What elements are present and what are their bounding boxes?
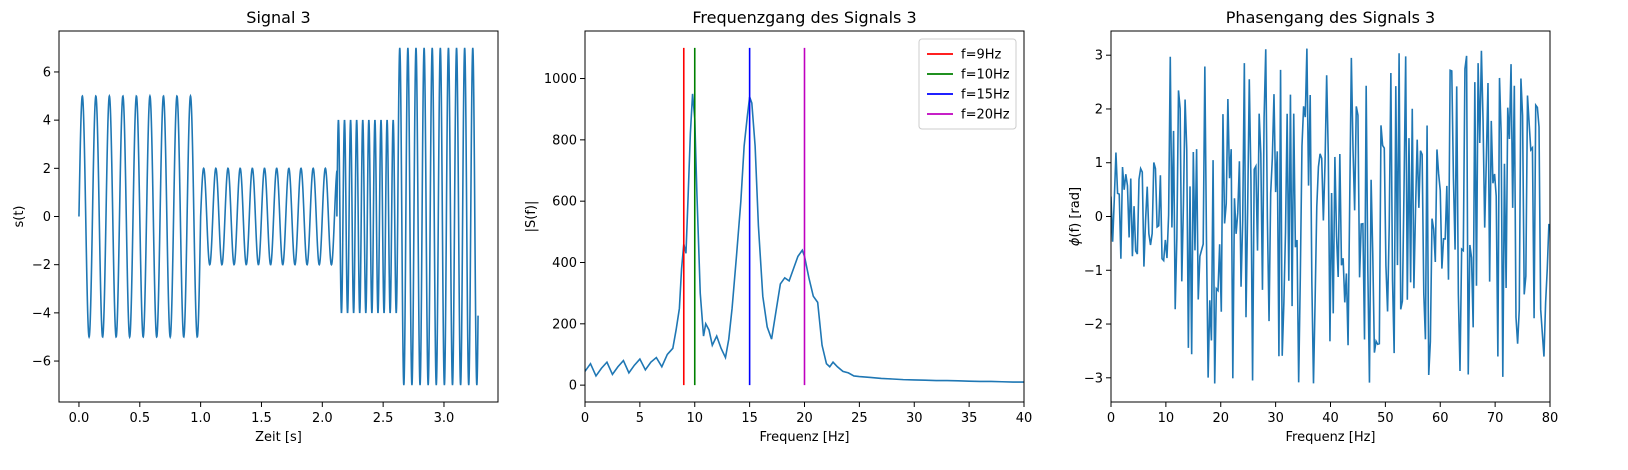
chart-2: 0 5 10 15 20 25 30 35 4002004006008001000Frequen… [524, 8, 1032, 445]
y-tick-label: 800 [552, 133, 577, 148]
legend-entry: f=9Hz [961, 48, 1002, 63]
y-tick-label: −2 [1084, 318, 1103, 333]
x-tick-label: 0 [581, 411, 589, 426]
x-axis-label: Frequenz [Hz] [759, 430, 849, 445]
x-tick-label: 5 [636, 411, 644, 426]
y-tick-label: −1 [1084, 264, 1103, 279]
legend-box [918, 38, 1017, 130]
x-tick-label: 0.0 [69, 411, 90, 426]
x-tick-label: 20 [796, 411, 813, 426]
chart-title: Frequenzgang des Signals 3 [692, 8, 916, 27]
y-tick-label: 2 [1095, 102, 1103, 117]
chart-title: Phasengang des Signals 3 [1226, 8, 1435, 27]
x-tick-label: 10 [1158, 411, 1175, 426]
x-tick-label: 0.5 [129, 411, 150, 426]
x-tick-label: 50 [1377, 411, 1394, 426]
legend-entry: f=10Hz [961, 68, 1010, 83]
x-tick-label: 2.5 [373, 411, 394, 426]
chart-1: 0.0 0.5 1.0 1.5 2.0 2.5 3.0 −6 −4 −2 0 2 4 6 Signal 3 Z… [12, 8, 499, 445]
x-tick-label: 2.0 [312, 411, 333, 426]
y-tick-label: 400 [552, 256, 577, 271]
x-tick-label: 25 [851, 411, 868, 426]
x-tick-label: 1.5 [251, 411, 272, 426]
x-tick-label: 80 [1542, 411, 1559, 426]
legend-entry: f=20Hz [961, 108, 1010, 123]
y-axis-label: |S(f)| [524, 201, 539, 233]
axes-frame [58, 30, 499, 403]
series-line [1111, 48, 1550, 384]
x-tick-label: 70 [1487, 411, 1504, 426]
x-tick-label: 40 [1322, 411, 1339, 426]
y-tick-label: −3 [1084, 371, 1103, 386]
y-tick-label: 600 [552, 195, 577, 210]
y-tick-label: 1000 [544, 72, 577, 87]
x-axis-label: Zeit [s] [255, 430, 302, 445]
y-tick-label: 1 [1095, 156, 1103, 171]
y-tick-label: −2 [32, 258, 51, 273]
legend: f=9Hz f=10Hz f=15Hz f=20Hz [918, 38, 1017, 130]
x-tick-label: 20 [1212, 411, 1229, 426]
x-tick-label: 30 [906, 411, 923, 426]
y-tick-label: 4 [43, 114, 51, 129]
y-tick-label: 2 [43, 162, 51, 177]
chart-title: Signal 3 [246, 8, 310, 27]
x-tick-label: 10 [686, 411, 703, 426]
chart-3: 0 10 20 30 40 50 60 70 80 −3 −2 −1 0 1 2 3 Phasengang de… [1068, 8, 1558, 445]
y-axis-label: ϕ(f) [rad] [1068, 187, 1083, 246]
y-tick-label: −6 [32, 355, 51, 370]
x-tick-label: 30 [1267, 411, 1284, 426]
x-tick-label: 60 [1432, 411, 1449, 426]
y-tick-label: 6 [43, 65, 51, 80]
y-tick-label: 0 [43, 210, 51, 225]
x-tick-label: 3.0 [434, 411, 455, 426]
x-tick-label: 1.0 [190, 411, 211, 426]
y-tick-label: 200 [552, 317, 577, 332]
series-line [78, 47, 479, 386]
x-tick-label: 0 [1107, 411, 1115, 426]
y-tick-label: 0 [569, 379, 577, 394]
x-tick-label: 40 [1016, 411, 1033, 426]
y-axis-label: s(t) [12, 205, 27, 227]
x-tick-label: 35 [961, 411, 978, 426]
legend-entry: f=15Hz [961, 88, 1010, 103]
y-tick-label: −4 [32, 306, 51, 321]
x-axis-label: Frequenz [Hz] [1285, 430, 1375, 445]
x-tick-label: 15 [741, 411, 758, 426]
y-tick-label: 0 [1095, 210, 1103, 225]
y-tick-label: 3 [1095, 49, 1103, 64]
